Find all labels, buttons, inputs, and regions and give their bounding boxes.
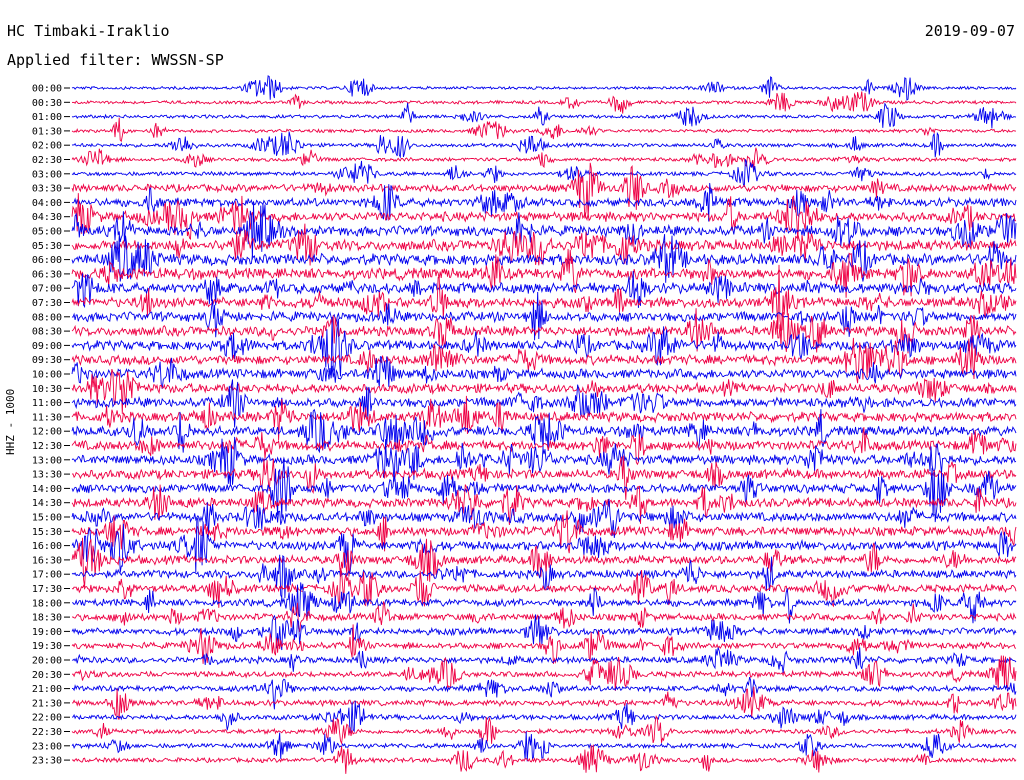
trace-time-label: 07:30 — [32, 298, 62, 309]
seismic-trace — [71, 147, 1017, 169]
trace-time-label: 16:00 — [32, 541, 62, 552]
seismic-trace — [71, 308, 1017, 354]
trace-time-label: 14:00 — [32, 484, 62, 495]
seismic-trace — [71, 614, 1017, 651]
seismic-trace — [71, 601, 1017, 632]
seismic-trace — [71, 676, 1017, 710]
seismic-trace — [71, 715, 1017, 745]
trace-time-label: 21:00 — [32, 684, 62, 695]
seismic-trace — [71, 264, 1017, 332]
trace-time-label: 19:30 — [32, 641, 62, 652]
seismic-trace — [71, 427, 1017, 466]
trace-time-label: 23:00 — [32, 741, 62, 752]
seismic-trace — [71, 291, 1017, 341]
seismic-trace — [71, 700, 1017, 734]
seismic-trace — [72, 686, 1017, 720]
trace-time-label: 02:30 — [32, 155, 62, 166]
trace-time-label: 07:00 — [32, 284, 62, 295]
seismic-trace — [71, 498, 1017, 538]
trace-time-label: 22:30 — [32, 727, 62, 738]
seismic-trace — [71, 182, 1017, 222]
trace-time-label: 06:30 — [32, 269, 62, 280]
trace-time-label: 10:00 — [32, 370, 62, 381]
seismic-trace — [71, 91, 1017, 114]
seismic-trace — [71, 75, 1017, 101]
seismic-trace — [71, 731, 1017, 762]
trace-time-label: 06:00 — [32, 255, 62, 266]
trace-time-label: 11:00 — [32, 398, 62, 409]
seismic-trace — [71, 510, 1017, 554]
seismic-trace — [71, 379, 1017, 428]
seismic-trace — [71, 554, 1017, 599]
trace-time-label: 23:30 — [32, 756, 62, 767]
trace-time-label: 21:30 — [32, 698, 62, 709]
trace-time-label: 14:30 — [32, 498, 62, 509]
trace-time-label: 08:00 — [32, 312, 62, 323]
trace-time-label: 15:30 — [32, 527, 62, 538]
trace-time-label: 09:00 — [32, 341, 62, 352]
seismic-trace — [71, 624, 1017, 664]
trace-time-label: 01:00 — [32, 112, 62, 123]
seismic-trace — [71, 316, 1017, 377]
trace-time-label: 05:30 — [32, 241, 62, 252]
trace-time-label: 04:00 — [32, 198, 62, 209]
seismic-trace — [72, 582, 1017, 624]
filter-label: Applied filter: WWSSN-SP — [7, 51, 224, 69]
seismic-trace — [71, 537, 1017, 587]
trace-time-label: 10:30 — [32, 384, 62, 395]
trace-time-label: 09:30 — [32, 355, 62, 366]
seismic-trace — [71, 337, 1017, 384]
trace-time-label: 16:30 — [32, 555, 62, 566]
seismic-trace — [71, 102, 1017, 129]
trace-time-label: 19:00 — [32, 627, 62, 638]
seismic-trace — [71, 223, 1017, 266]
trace-time-label: 05:00 — [32, 227, 62, 238]
seismic-trace — [71, 455, 1017, 500]
seismic-trace — [71, 517, 1017, 576]
trace-time-label: 12:00 — [32, 427, 62, 438]
seismic-trace — [71, 395, 1017, 441]
seismic-trace — [71, 248, 1017, 298]
trace-time-label: 11:30 — [32, 412, 62, 423]
seismic-trace — [71, 744, 1017, 774]
station-title: HC Timbaki-Iraklio — [7, 22, 170, 40]
trace-time-label: 17:30 — [32, 584, 62, 595]
trace-time-label: 02:00 — [32, 141, 62, 152]
trace-time-label: 20:30 — [32, 670, 62, 681]
trace-time-label: 22:00 — [32, 713, 62, 724]
trace-time-label: 18:00 — [32, 598, 62, 609]
trace-time-label: 15:00 — [32, 513, 62, 524]
seismic-trace — [71, 408, 1017, 454]
trace-time-label: 13:00 — [32, 455, 62, 466]
seismic-trace — [71, 484, 1017, 526]
trace-time-label: 00:30 — [32, 98, 62, 109]
trace-time-label: 03:30 — [32, 184, 62, 195]
seismic-trace — [71, 162, 1017, 219]
trace-time-label: 01:30 — [32, 126, 62, 137]
trace-time-label: 04:30 — [32, 212, 62, 223]
seismic-trace — [71, 203, 1017, 260]
seismic-trace — [71, 567, 1017, 608]
seismic-trace — [71, 356, 1017, 389]
seismic-trace — [71, 131, 1017, 159]
trace-time-label: 20:00 — [32, 656, 62, 667]
date-label: 2019-09-07 — [924, 22, 1015, 40]
trace-time-label: 03:00 — [32, 169, 62, 180]
seismic-trace — [71, 234, 1017, 283]
trace-time-label: 17:00 — [32, 570, 62, 581]
seismic-trace — [71, 459, 1017, 523]
trace-time-label: 12:30 — [32, 441, 62, 452]
trace-time-label: 18:30 — [32, 613, 62, 624]
trace-time-label: 08:30 — [32, 327, 62, 338]
seismic-trace — [71, 193, 1017, 241]
seismic-trace — [71, 647, 1017, 674]
seismic-trace — [71, 270, 1017, 309]
trace-time-label: 00:00 — [32, 84, 62, 95]
seismic-trace — [71, 117, 1016, 143]
seismic-trace — [71, 159, 1017, 188]
trace-time-label: 13:30 — [32, 470, 62, 481]
seismic-trace — [71, 655, 1017, 692]
